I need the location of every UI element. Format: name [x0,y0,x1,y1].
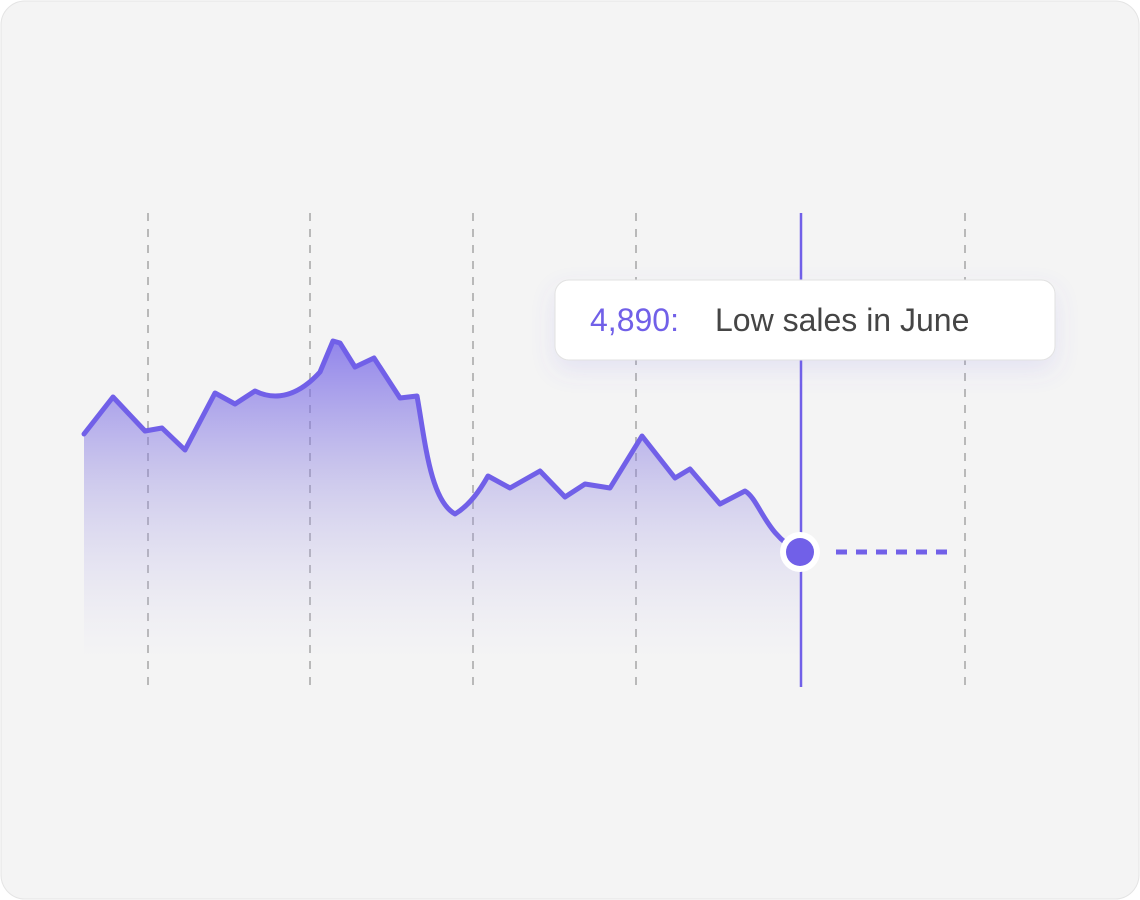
tooltip [554,279,1056,361]
tooltip-box [554,279,1056,361]
point[interactable] [786,538,814,566]
line [81,338,803,555]
tooltip-value: 4,890: [590,302,679,338]
tooltip-label: Low sales in June [715,302,969,338]
